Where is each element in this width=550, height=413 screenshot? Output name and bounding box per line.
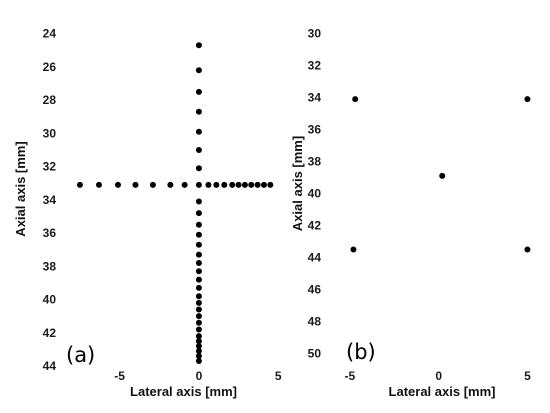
panel-a-y-tick-label: 42 — [43, 326, 57, 340]
panel-a-label: (a) — [66, 343, 95, 367]
panel-a-x-tick-label: -5 — [114, 369, 125, 383]
panel-a-data-point — [76, 181, 83, 188]
panel-b-y-axis-label: Axial axis [mm] — [290, 136, 305, 231]
panel-b-x-tick-label: 0 — [435, 369, 442, 383]
panel-a-y-tick-label: 38 — [43, 259, 57, 273]
panel-a-data-point — [149, 181, 156, 188]
panel-a-data-point — [195, 306, 202, 313]
panel-a-y-axis-label: Axial axis [mm] — [13, 141, 28, 236]
panel-b-y-tick-label: 30 — [308, 27, 322, 41]
panel-a-data-point — [195, 353, 202, 360]
panel-a-data-point — [181, 181, 188, 188]
panel-a: -5 0 5 Lateral axis [mm] Axial axis [mm]… — [13, 27, 282, 399]
panel-a-data-point — [195, 358, 202, 365]
panel-a-data-point — [195, 268, 202, 275]
panel-a-x-tick-label: 0 — [196, 369, 203, 383]
panel-a-data-point — [195, 276, 202, 283]
panel-a-y-tick-label: 44 — [43, 359, 57, 373]
panel-a-data-point — [195, 181, 202, 188]
panel-b-y-tick-label: 42 — [308, 218, 322, 232]
panel-b-data-point — [439, 172, 446, 179]
panel-b-data-point — [350, 246, 357, 253]
panel-a-data-point — [195, 333, 202, 340]
panel-a-data-point — [195, 108, 202, 115]
panel-a-data-point — [195, 293, 202, 300]
panel-a-y-tick-label: 34 — [43, 193, 57, 207]
panel-a-data-point — [195, 284, 202, 291]
panel-b-y-tick-label: 50 — [308, 346, 322, 360]
panel-a-y-tick-label: 30 — [43, 126, 57, 140]
panel-a-data-point — [95, 181, 102, 188]
panel-a-data-point — [195, 241, 202, 248]
panel-a-data-point — [260, 181, 267, 188]
panel-a-data-point — [195, 165, 202, 172]
panel-a-x-axis-label: Lateral axis [mm] — [130, 384, 237, 399]
panel-a-data-point — [213, 181, 220, 188]
panel-b: -5 0 5 Lateral axis [mm] Axial axis [mm]… — [290, 27, 531, 399]
panel-b-y-tick-label: 44 — [308, 250, 322, 264]
panel-a-y-tick-label: 36 — [43, 226, 57, 240]
panel-a-y-tick-label: 40 — [43, 293, 57, 307]
panel-b-data-point — [524, 246, 531, 253]
panel-a-data-point — [195, 42, 202, 49]
panel-a-data-point — [267, 181, 274, 188]
panel-a-data-point — [167, 181, 174, 188]
panel-b-y-tick-label: 32 — [308, 59, 322, 73]
panel-a-data-point — [248, 181, 255, 188]
panel-b-x-tick-label: 5 — [524, 369, 531, 383]
panel-b-x-axis-label: Lateral axis [mm] — [389, 384, 496, 399]
panel-a-data-point — [254, 181, 261, 188]
panel-a-y-tick-label: 26 — [43, 60, 57, 74]
panel-a-data-point — [195, 326, 202, 333]
panel-a-data-point — [195, 67, 202, 74]
panel-a-data-point — [195, 198, 202, 205]
panel-a-y-tick-label: 32 — [43, 160, 57, 174]
panel-a-data-point — [235, 181, 242, 188]
panel-b-y-tick-label: 36 — [308, 123, 322, 137]
panel-a-data-point — [221, 181, 228, 188]
panel-a-data-point — [195, 338, 202, 345]
panel-a-y-tick-label: 24 — [43, 27, 57, 41]
panel-a-data-point — [205, 181, 212, 188]
panel-a-data-point — [195, 128, 202, 135]
panel-b-y-tick-label: 40 — [308, 187, 322, 201]
panel-a-data-point — [229, 181, 236, 188]
panel-a-data-point — [195, 348, 202, 355]
panel-a-data-point — [195, 231, 202, 238]
panel-a-data-point — [195, 251, 202, 258]
panel-b-y-tick-label: 48 — [308, 314, 322, 328]
panel-a-data-point — [195, 259, 202, 266]
panel-a-data-point — [195, 221, 202, 228]
panel-a-data-point — [195, 88, 202, 95]
panel-b-x-tick-label: -5 — [345, 369, 356, 383]
panel-a-data-point — [195, 319, 202, 326]
panel-a-data-point — [195, 210, 202, 217]
panel-a-data-point — [115, 181, 122, 188]
panel-b-data-point — [524, 96, 531, 103]
panel-a-data-point — [195, 343, 202, 350]
panel-b-y-tick-label: 34 — [308, 91, 322, 105]
panel-b-label: (b) — [346, 340, 376, 364]
panel-a-data-point — [132, 181, 139, 188]
panel-a-y-tick-label: 28 — [43, 93, 57, 107]
panel-a-data-point — [195, 146, 202, 153]
panel-b-y-tick-label: 38 — [308, 155, 322, 169]
panel-a-x-tick-label: 5 — [275, 369, 282, 383]
panel-a-data-point — [195, 313, 202, 320]
panel-a-data-point — [241, 181, 248, 188]
panel-b-y-tick-label: 46 — [308, 282, 322, 296]
panel-b-data-point — [352, 96, 359, 103]
panel-a-data-point — [195, 299, 202, 306]
